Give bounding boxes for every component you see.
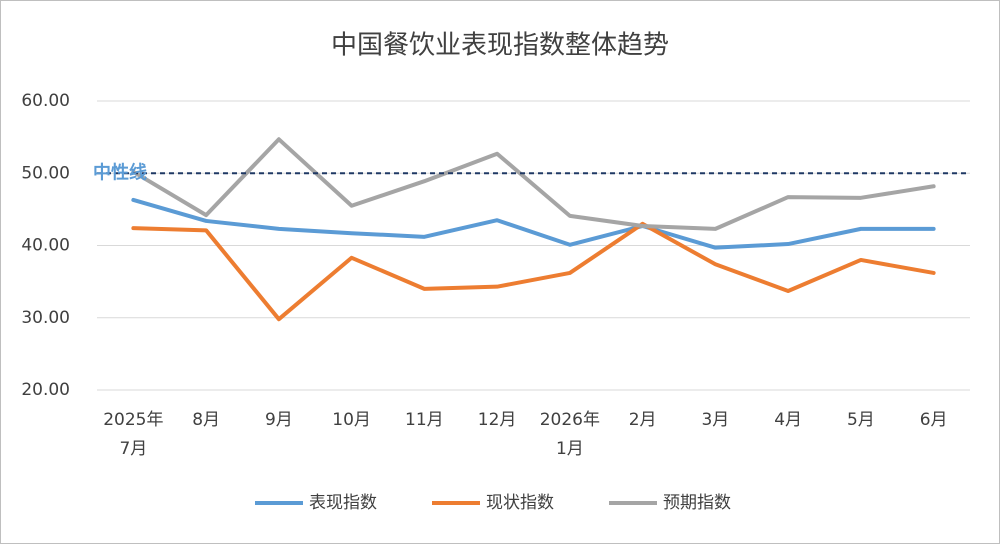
x-tick-label: 2月 (629, 410, 657, 430)
series-line (131, 137, 936, 231)
x-tick-label: 3月 (701, 410, 729, 430)
x-tick-label: 2025年 (103, 410, 163, 430)
legend-label: 预期指数 (663, 493, 731, 513)
legend-label: 表现指数 (309, 493, 377, 513)
x-tick-label: 11月 (405, 410, 444, 430)
y-tick-label: 20.00 (21, 380, 70, 400)
series-line (131, 221, 936, 322)
x-tick-label: 6月 (920, 410, 948, 430)
x-tick-label: 9月 (265, 410, 293, 430)
x-tick-label: 4月 (774, 410, 802, 430)
series-line (131, 197, 936, 250)
x-tick-label: 12月 (478, 410, 517, 430)
y-tick-label: 40.00 (21, 236, 70, 256)
x-tick-label: 1月 (556, 439, 584, 459)
x-tick-label: 10月 (332, 410, 371, 430)
x-tick-label: 5月 (847, 410, 875, 430)
reference-label: 中性线 (93, 161, 147, 183)
chart-title: 中国餐饮业表现指数整体趋势 (331, 31, 669, 61)
x-tick-label: 8月 (192, 410, 220, 430)
y-tick-label: 60.00 (21, 91, 70, 111)
y-tick-label: 30.00 (21, 308, 70, 328)
x-tick-label: 7月 (119, 439, 147, 459)
legend-label: 现状指数 (486, 493, 554, 513)
x-tick-label: 2026年 (540, 410, 600, 430)
y-tick-label: 50.00 (21, 163, 70, 183)
